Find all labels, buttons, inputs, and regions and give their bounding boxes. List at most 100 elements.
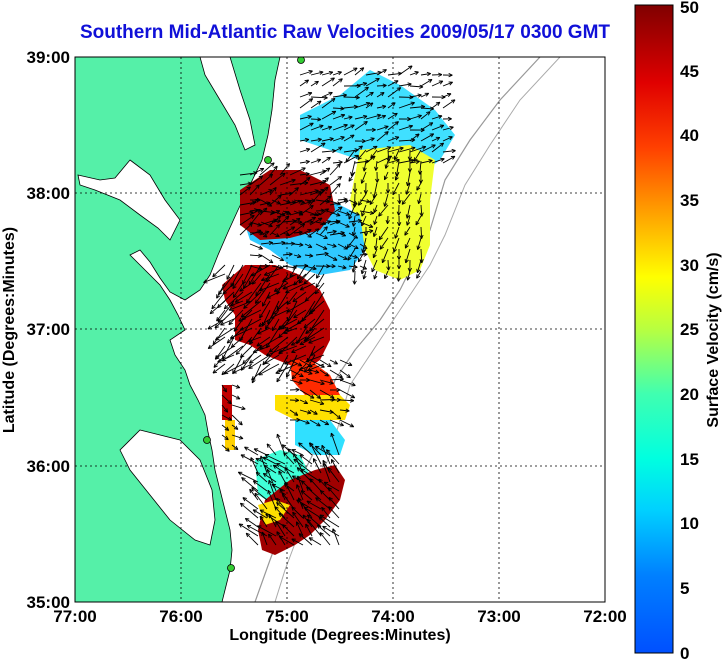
velocity-arrow-head (370, 137, 375, 139)
velocity-arrow-head (395, 158, 400, 161)
velocity-arrow-head (314, 410, 318, 415)
velocity-arrow-head (257, 225, 262, 227)
velocity-arrow (378, 204, 389, 217)
y-tick-label: 36:00 (27, 457, 70, 476)
velocity-arrow (354, 115, 368, 120)
velocity-arrow-head (303, 507, 307, 511)
velocity-arrow (238, 309, 262, 322)
velocity-arrow-head (306, 161, 310, 165)
velocity-arrow-head (322, 221, 327, 225)
velocity-arrow-head (419, 212, 423, 217)
velocity-arrow-head (296, 499, 300, 504)
velocity-arrow (309, 389, 321, 399)
velocity-arrow (282, 199, 291, 204)
velocity-arrow-head (239, 287, 243, 292)
velocity-arrow-head (409, 125, 414, 129)
velocity-arrow (249, 231, 263, 234)
velocity-arrow-head (217, 290, 220, 295)
velocity-arrow-head (417, 93, 422, 96)
velocity-arrow (240, 345, 253, 358)
colorbar-tick-label: 0 (680, 644, 689, 659)
velocity-arrow (321, 77, 335, 87)
velocity-arrow (398, 65, 413, 76)
velocity-arrow (259, 219, 278, 226)
velocity-arrow-head (447, 93, 452, 98)
velocity-arrow-head (321, 506, 326, 510)
velocity-arrow-head (293, 414, 298, 416)
velocity-arrow-head (340, 136, 345, 138)
velocity-arrow (398, 159, 415, 164)
velocity-arrow-head (357, 201, 360, 206)
velocity-arrow-head (417, 114, 422, 116)
velocity-arrow (284, 483, 295, 492)
velocity-arrow-head (320, 208, 325, 211)
velocity-arrow-head (222, 359, 227, 362)
velocity-arrow-head (440, 124, 445, 129)
velocity-arrow-head (385, 189, 389, 194)
velocity-arrow (332, 107, 345, 110)
velocity-arrow (292, 291, 307, 303)
velocity-arrow-head (278, 335, 283, 339)
velocity-arrow (321, 71, 333, 76)
velocity-arrow (337, 243, 348, 250)
velocity-arrow-head (292, 297, 296, 302)
velocity-arrow (406, 215, 411, 226)
velocity-arrow (359, 199, 371, 203)
velocity-arrow-head (251, 280, 254, 285)
velocity-arrow-head (336, 163, 341, 166)
velocity-arrow-head (351, 134, 355, 139)
velocity-arrow-head (375, 167, 379, 171)
velocity-arrow-head (242, 362, 247, 365)
velocity-arrow (309, 189, 325, 196)
velocity-arrow (291, 336, 307, 346)
velocity-arrow-head (249, 341, 254, 345)
velocity-arrow (215, 327, 235, 341)
velocity-arrow (315, 497, 331, 510)
velocity-arrow (281, 492, 295, 510)
velocity-arrow-head (319, 514, 324, 516)
velocity-arrow-head (370, 210, 375, 214)
velocity-arrow-head (245, 298, 248, 303)
velocity-arrow-head (417, 199, 419, 204)
velocity-arrow (218, 273, 235, 295)
velocity-arrow-head (363, 121, 368, 123)
velocity-arrow (306, 518, 322, 537)
velocity-arrow (293, 199, 305, 204)
velocity-arrow-head (265, 513, 269, 518)
velocity-arrow-head (278, 333, 281, 338)
velocity-arrow-head (230, 343, 234, 348)
velocity-arrow (442, 136, 453, 142)
velocity-arrow-head (223, 304, 227, 309)
velocity-arrow (417, 237, 422, 250)
velocity-arrow (431, 124, 444, 131)
velocity-patch-maryland-offshore (350, 145, 435, 280)
velocity-arrow-head (306, 519, 309, 524)
velocity-arrow (409, 160, 420, 164)
velocity-arrow (420, 79, 433, 87)
velocity-arrow (304, 210, 318, 216)
velocity-arrow-head (300, 468, 304, 473)
velocity-arrow-head (226, 276, 231, 280)
velocity-arrow (313, 458, 322, 474)
velocity-arrow (393, 237, 400, 253)
velocity-arrow-head (291, 376, 297, 380)
velocity-arrow-head (307, 514, 312, 517)
velocity-arrow-head (309, 478, 314, 481)
velocity-arrow-head (381, 104, 387, 107)
velocity-arrow-head (305, 139, 310, 143)
velocity-arrow-head (282, 172, 286, 178)
velocity-arrow-head (438, 72, 443, 76)
velocity-arrow (361, 171, 367, 184)
velocity-arrow-head (350, 171, 352, 176)
velocity-arrow (310, 138, 322, 142)
velocity-patch-outer-banks (258, 465, 345, 555)
velocity-arrow (365, 78, 380, 87)
velocity-arrow (319, 195, 332, 206)
velocity-arrow (244, 446, 259, 456)
velocity-arrow-head (371, 268, 376, 273)
velocity-arrow (223, 363, 244, 375)
velocity-arrow-head (292, 179, 296, 183)
velocity-arrow-head (233, 428, 238, 430)
velocity-arrow-head (305, 173, 310, 177)
velocity-arrow-head (251, 200, 257, 203)
